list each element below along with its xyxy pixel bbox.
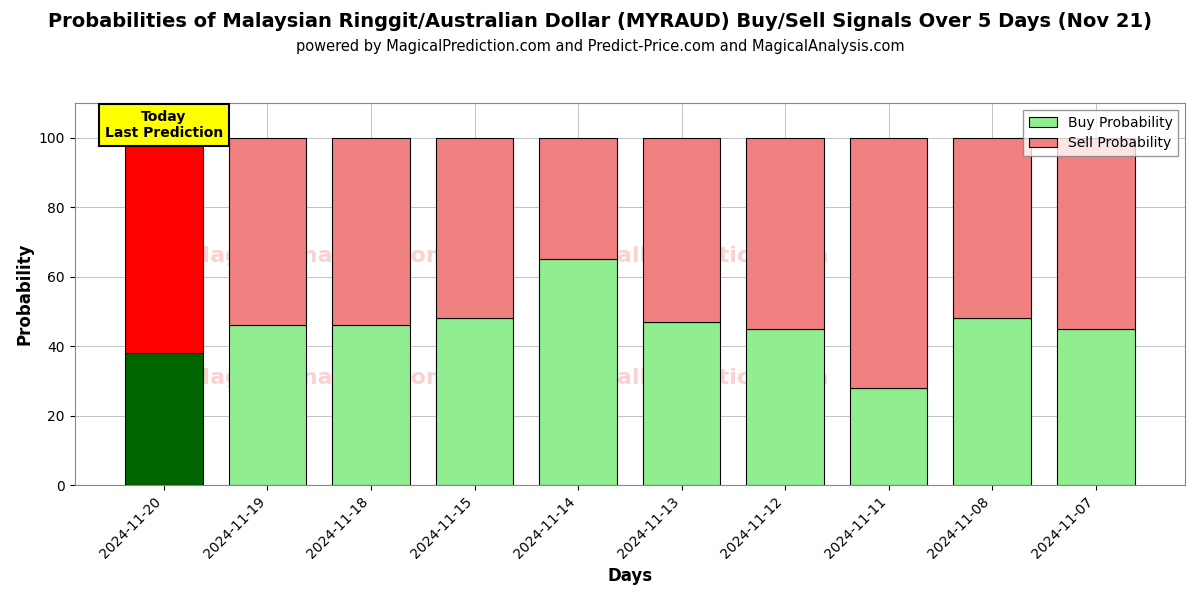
- Bar: [539, 259, 617, 485]
- Text: MagicalAnalysis.com: MagicalAnalysis.com: [188, 246, 450, 266]
- Bar: [125, 138, 203, 353]
- Bar: [746, 138, 824, 329]
- Bar: [125, 353, 203, 485]
- Bar: [1057, 138, 1134, 329]
- Bar: [850, 388, 928, 485]
- Bar: [953, 138, 1031, 319]
- Bar: [953, 319, 1031, 485]
- Text: MagicalPrediction.com: MagicalPrediction.com: [542, 246, 828, 266]
- Bar: [332, 325, 410, 485]
- Text: powered by MagicalPrediction.com and Predict-Price.com and MagicalAnalysis.com: powered by MagicalPrediction.com and Pre…: [295, 39, 905, 54]
- Bar: [229, 138, 306, 325]
- Bar: [643, 322, 720, 485]
- Y-axis label: Probability: Probability: [16, 243, 34, 345]
- Text: Today
Last Prediction: Today Last Prediction: [104, 110, 223, 140]
- Bar: [229, 325, 306, 485]
- Legend: Buy Probability, Sell Probability: Buy Probability, Sell Probability: [1024, 110, 1178, 156]
- Text: MagicalPrediction.com: MagicalPrediction.com: [542, 368, 828, 388]
- Bar: [436, 138, 514, 319]
- Bar: [643, 138, 720, 322]
- Bar: [332, 138, 410, 325]
- X-axis label: Days: Days: [607, 567, 653, 585]
- Bar: [436, 319, 514, 485]
- Bar: [746, 329, 824, 485]
- Text: Probabilities of Malaysian Ringgit/Australian Dollar (MYRAUD) Buy/Sell Signals O: Probabilities of Malaysian Ringgit/Austr…: [48, 12, 1152, 31]
- Bar: [539, 138, 617, 259]
- Bar: [850, 138, 928, 388]
- Text: MagicalAnalysis.com: MagicalAnalysis.com: [188, 368, 450, 388]
- Bar: [1057, 329, 1134, 485]
